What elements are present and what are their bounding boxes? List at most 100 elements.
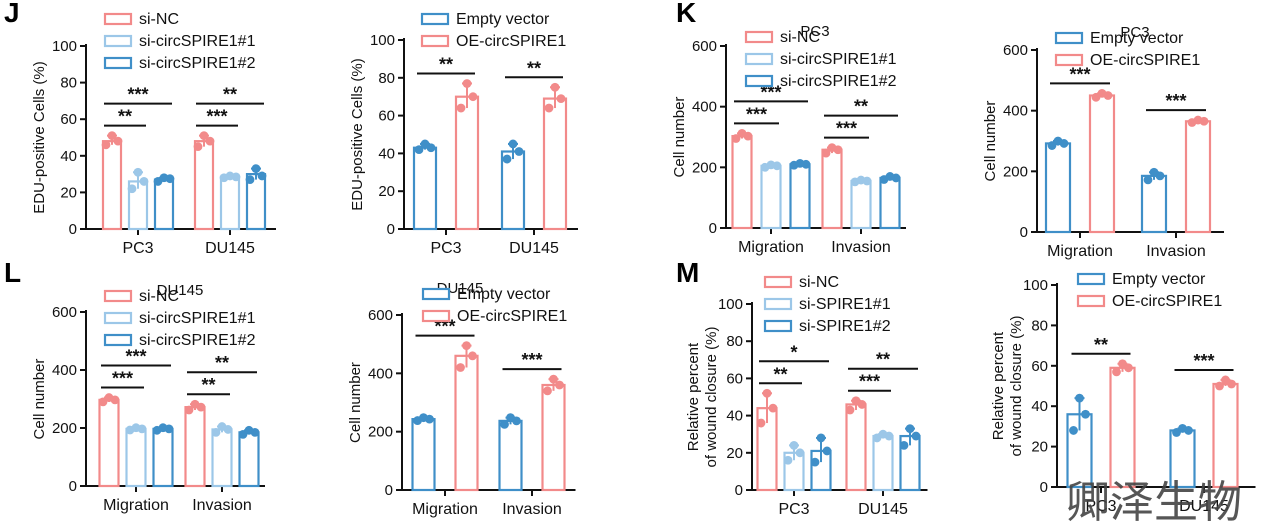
- data-point: [544, 103, 554, 113]
- y-tick-label: 0: [1040, 479, 1048, 496]
- bar: [1044, 142, 1072, 234]
- data-point: [462, 341, 471, 351]
- data-point: [1178, 424, 1187, 433]
- bar: [542, 97, 568, 231]
- y-axis-label: EDU-positive Cells (%): [31, 61, 48, 214]
- x-tick-label: DU145: [858, 501, 908, 518]
- data-point: [414, 145, 424, 155]
- bar: [760, 164, 782, 230]
- chart-4: 0 200 400 600 Cell number DU145 Migration Invas…: [31, 282, 265, 514]
- legend-swatch: [421, 309, 451, 323]
- bar: [454, 95, 480, 231]
- data-point: [816, 433, 826, 443]
- data-point: [251, 164, 261, 174]
- data-point: [1053, 136, 1063, 146]
- data-point: [827, 143, 837, 153]
- data-point: [107, 131, 117, 141]
- significance-label: ***: [1193, 351, 1214, 371]
- data-point: [549, 374, 558, 384]
- data-point: [133, 167, 143, 177]
- bar: [211, 428, 233, 488]
- y-tick-label: 60: [60, 111, 77, 128]
- y-tick-label: 20: [726, 445, 743, 462]
- legend-label: si-SPIRE1#1: [799, 296, 891, 313]
- data-point: [556, 94, 566, 103]
- x-tick-label: DU145: [1179, 498, 1229, 515]
- bar: [98, 398, 120, 488]
- y-tick-label: 40: [1031, 398, 1048, 415]
- data-point: [905, 424, 915, 434]
- data-point: [768, 403, 778, 413]
- x-tick-label: Migration: [412, 501, 478, 518]
- data-point: [762, 388, 772, 398]
- bar: [101, 140, 123, 231]
- y-axis-label: Relative percent: [685, 342, 702, 451]
- bar: [1184, 120, 1212, 234]
- legend-label: si-circSPIRE1#2: [780, 73, 897, 90]
- watermark-text: 卿泽生物: [1066, 478, 1242, 527]
- bar: [153, 178, 175, 231]
- legend-label: si-circSPIRE1#2: [139, 55, 256, 72]
- panel-letter: M: [676, 257, 699, 288]
- significance-label: ***: [1069, 64, 1090, 84]
- significance-label: **: [118, 107, 132, 127]
- legend-swatch: [103, 289, 133, 303]
- significance-label: ***: [206, 107, 227, 127]
- data-point: [217, 422, 227, 431]
- data-point: [159, 173, 169, 183]
- y-tick-label: 200: [692, 159, 717, 176]
- bar: [872, 434, 894, 492]
- data-point: [756, 418, 766, 428]
- y-tick-label: 600: [692, 38, 717, 55]
- legend-label: Empty vector: [1112, 271, 1206, 288]
- chart-7: 0 20 40 60 80 100 Relative percent of wound clo…: [990, 271, 1256, 515]
- bar: [219, 175, 241, 231]
- legend-swatch: [744, 74, 774, 88]
- data-point: [113, 136, 123, 146]
- legend-swatch: [1054, 31, 1084, 45]
- bar: [1109, 366, 1136, 489]
- data-point: [737, 128, 747, 138]
- x-tick-label: Invasion: [831, 239, 891, 256]
- data-point: [555, 380, 564, 390]
- legend-label: si-NC: [799, 274, 839, 291]
- data-point: [205, 136, 215, 146]
- data-point: [456, 103, 466, 113]
- bar: [1088, 94, 1116, 234]
- data-point: [127, 184, 137, 194]
- bar: [238, 431, 260, 488]
- x-tick-label: PC3: [122, 240, 153, 257]
- data-point: [795, 158, 805, 168]
- legend-swatch: [744, 52, 774, 66]
- data-point: [1221, 375, 1230, 385]
- chart-title: PC3: [800, 23, 829, 40]
- x-tick-label: PC3: [430, 240, 461, 257]
- data-point: [766, 160, 776, 170]
- data-point: [508, 139, 518, 149]
- data-point: [810, 457, 820, 467]
- bar: [879, 176, 901, 230]
- data-point: [845, 405, 855, 415]
- x-tick-label: PC3: [778, 501, 809, 518]
- y-tick-label: 0: [1020, 224, 1028, 241]
- legend-label: si-circSPIRE1#1: [139, 310, 256, 327]
- significance-label: ***: [859, 372, 880, 392]
- y-tick-label: 100: [370, 32, 395, 49]
- y-tick-label: 400: [692, 99, 717, 116]
- data-point: [139, 177, 149, 186]
- data-point: [244, 425, 254, 435]
- bar: [845, 403, 867, 492]
- y-tick-label: 0: [69, 221, 77, 238]
- data-point: [1149, 167, 1159, 177]
- legend-swatch: [103, 333, 133, 347]
- bar: [193, 140, 215, 231]
- y-axis-label: Relative percent: [990, 331, 1007, 440]
- x-tick-label: DU145: [205, 240, 255, 257]
- bar: [1140, 174, 1168, 234]
- legend-swatch: [1076, 272, 1106, 286]
- data-point: [502, 154, 512, 164]
- y-tick-label: 40: [726, 408, 743, 425]
- legend-swatch: [103, 311, 133, 325]
